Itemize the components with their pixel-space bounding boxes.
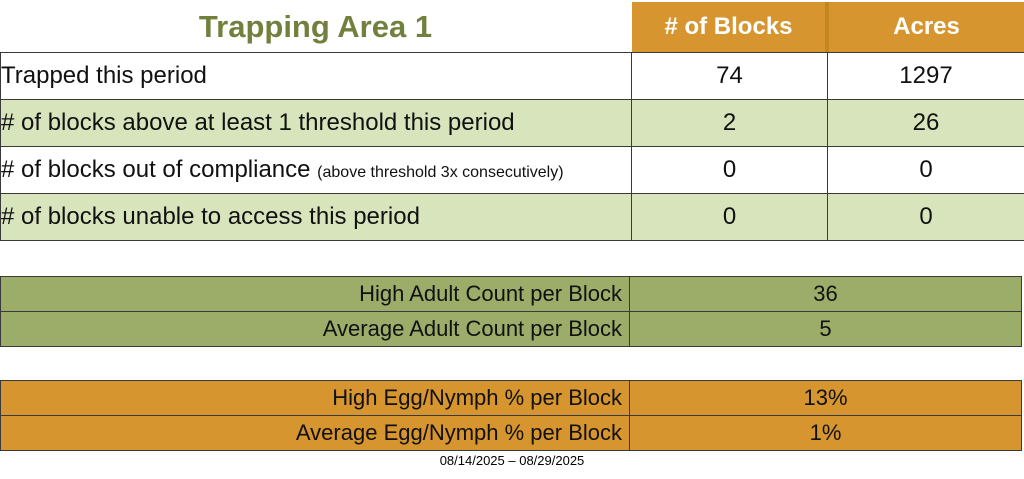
high-adult-count-label: High Adult Count per Block (1, 277, 630, 312)
acres-value: 26 (827, 99, 1024, 147)
date-range-footer: 08/14/2025 – 08/29/2025 (439, 453, 585, 468)
column-header-acres: Acres (829, 2, 1024, 52)
row-label: # of blocks out of compliance (above thr… (0, 146, 632, 194)
average-adult-count-value: 5 (819, 316, 832, 341)
row-label-text: # of blocks above at least 1 threshold t… (1, 109, 515, 136)
row-label-text: # of blocks out of compliance (1, 156, 318, 183)
row-label: # of blocks above at least 1 threshold t… (0, 99, 632, 147)
summary-table: Trapped this period 74 1297 # of blocks … (0, 52, 1024, 241)
table-row-unable-to-access: # of blocks unable to access this period… (0, 193, 1024, 241)
header-divider (825, 2, 829, 52)
blocks-value: 0 (631, 146, 828, 194)
average-egg-nymph-value: 1% (809, 420, 842, 445)
egg-nymph-section: High Egg/Nymph % per Block 13% Average E… (0, 380, 1022, 451)
page-title: Trapping Area 1 (198, 9, 433, 44)
blocks-value: 2 (631, 99, 828, 147)
table-row-above-threshold: # of blocks above at least 1 threshold t… (0, 99, 1024, 147)
average-egg-nymph-label: Average Egg/Nymph % per Block (1, 416, 630, 450)
table-row-out-of-compliance: # of blocks out of compliance (above thr… (0, 146, 1024, 194)
row-label-text: Trapped this period (1, 62, 207, 89)
report-header-row: Trapping Area 1 # of Blocks Acres (0, 2, 1024, 52)
column-header-blocks: # of Blocks (632, 2, 825, 52)
blocks-value: 74 (631, 52, 828, 100)
acres-value: 1297 (827, 52, 1024, 100)
adult-count-section: High Adult Count per Block 36 Average Ad… (0, 276, 1022, 347)
table-row-trapped: Trapped this period 74 1297 (0, 52, 1024, 100)
row-label-text: # of blocks unable to access this period (1, 203, 420, 230)
high-egg-nymph-value: 13% (630, 381, 1021, 416)
average-adult-count-label: Average Adult Count per Block (1, 312, 630, 346)
row-label-note: (above threshold 3x consecutively) (317, 164, 564, 181)
row-label: Trapped this period (0, 52, 632, 100)
acres-value: 0 (827, 146, 1024, 194)
high-egg-nymph-label: High Egg/Nymph % per Block (1, 381, 630, 416)
row-label: # of blocks unable to access this period (0, 193, 632, 241)
blocks-value: 0 (631, 193, 828, 241)
high-adult-count-value: 36 (630, 277, 1021, 312)
acres-value: 0 (827, 193, 1024, 241)
